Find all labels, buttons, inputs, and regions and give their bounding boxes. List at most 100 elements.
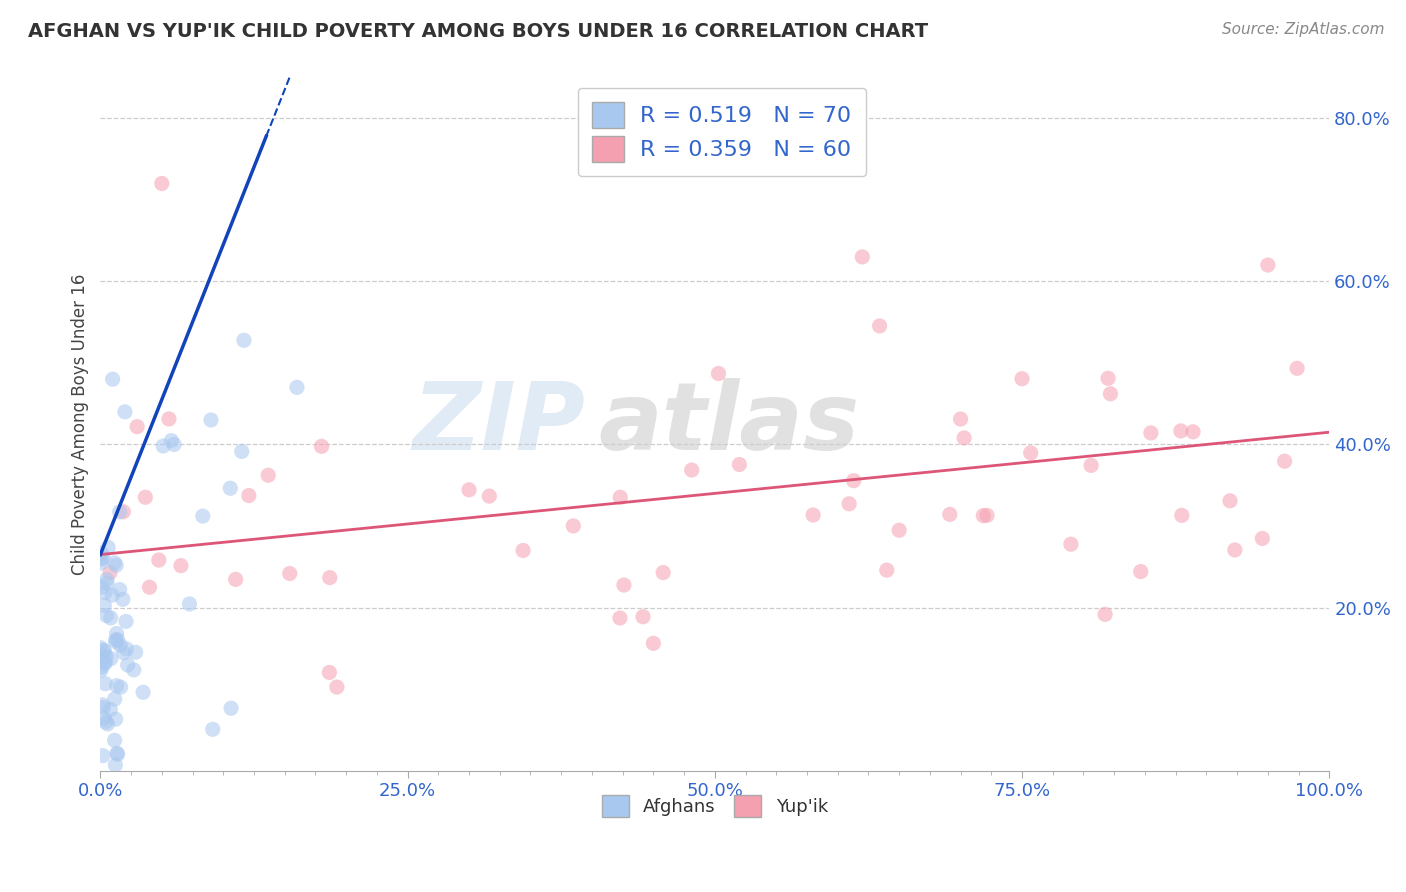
Point bbox=[1099, 386, 1122, 401]
Point bbox=[105, 558, 128, 573]
Point bbox=[1140, 425, 1163, 440]
Point bbox=[1170, 424, 1192, 438]
Point bbox=[613, 578, 636, 592]
Point bbox=[838, 497, 860, 511]
Text: ZIP: ZIP bbox=[413, 378, 586, 470]
Point bbox=[124, 645, 146, 659]
Point bbox=[238, 489, 260, 503]
Point bbox=[100, 651, 122, 665]
Text: AFGHAN VS YUP'IK CHILD POVERTY AMONG BOYS UNDER 16 CORRELATION CHART: AFGHAN VS YUP'IK CHILD POVERTY AMONG BOY… bbox=[28, 22, 928, 41]
Point bbox=[115, 615, 138, 629]
Point bbox=[231, 444, 253, 458]
Point bbox=[94, 676, 117, 690]
Point bbox=[96, 649, 118, 664]
Point bbox=[104, 556, 127, 570]
Point bbox=[90, 547, 112, 561]
Point bbox=[138, 580, 160, 594]
Point bbox=[110, 680, 132, 694]
Point bbox=[1129, 565, 1152, 579]
Point bbox=[801, 508, 824, 522]
Point bbox=[257, 468, 280, 483]
Point bbox=[278, 566, 301, 581]
Point bbox=[1171, 508, 1194, 523]
Point bbox=[93, 644, 115, 658]
Point bbox=[1094, 607, 1116, 622]
Point bbox=[91, 748, 114, 763]
Point bbox=[96, 576, 118, 591]
Point bbox=[112, 505, 135, 519]
Point bbox=[90, 556, 112, 570]
Point bbox=[89, 640, 111, 655]
Point bbox=[225, 573, 247, 587]
Point bbox=[478, 489, 501, 503]
Point bbox=[889, 523, 911, 537]
Point bbox=[200, 413, 222, 427]
Point bbox=[104, 733, 127, 747]
Point bbox=[681, 463, 703, 477]
Point bbox=[93, 643, 115, 657]
Point bbox=[652, 566, 675, 580]
Text: Source: ZipAtlas.com: Source: ZipAtlas.com bbox=[1222, 22, 1385, 37]
Point bbox=[114, 405, 136, 419]
Point bbox=[90, 664, 112, 678]
Point bbox=[972, 508, 994, 523]
Point bbox=[631, 609, 654, 624]
Point bbox=[201, 723, 224, 737]
Point bbox=[90, 660, 112, 674]
Point bbox=[1097, 371, 1119, 385]
Point bbox=[101, 588, 124, 602]
Point bbox=[1251, 532, 1274, 546]
Point bbox=[105, 679, 128, 693]
Point bbox=[512, 543, 534, 558]
Point bbox=[132, 685, 155, 699]
Point bbox=[97, 717, 120, 731]
Text: atlas: atlas bbox=[598, 378, 859, 470]
Point bbox=[91, 551, 114, 566]
Point bbox=[104, 758, 127, 772]
Point bbox=[1219, 493, 1241, 508]
Point bbox=[104, 632, 127, 647]
Point bbox=[93, 657, 115, 671]
Y-axis label: Child Poverty Among Boys Under 16: Child Poverty Among Boys Under 16 bbox=[72, 273, 89, 574]
Point bbox=[104, 634, 127, 648]
Point bbox=[96, 572, 118, 586]
Point bbox=[326, 680, 349, 694]
Point bbox=[94, 714, 117, 729]
Point bbox=[1060, 537, 1083, 551]
Point bbox=[97, 541, 120, 555]
Point bbox=[233, 333, 256, 347]
Point bbox=[219, 701, 242, 715]
Point bbox=[1011, 372, 1033, 386]
Point bbox=[170, 558, 193, 573]
Point bbox=[105, 626, 128, 640]
Point bbox=[319, 571, 342, 585]
Point bbox=[98, 702, 121, 716]
Point bbox=[1080, 458, 1102, 473]
Point bbox=[91, 698, 114, 712]
Point bbox=[163, 437, 186, 451]
Point bbox=[134, 490, 156, 504]
Point bbox=[93, 599, 115, 613]
Point bbox=[94, 585, 117, 599]
Point bbox=[93, 700, 115, 714]
Point bbox=[876, 563, 898, 577]
Point bbox=[976, 508, 998, 523]
Point bbox=[939, 508, 962, 522]
Point bbox=[101, 372, 124, 386]
Point bbox=[93, 711, 115, 725]
Legend: Afghans, Yup'ik: Afghans, Yup'ik bbox=[595, 788, 835, 824]
Point bbox=[842, 474, 865, 488]
Point bbox=[1257, 258, 1279, 272]
Point bbox=[1182, 425, 1205, 439]
Point bbox=[104, 712, 127, 726]
Point bbox=[643, 636, 665, 650]
Point bbox=[949, 412, 972, 426]
Point bbox=[609, 611, 631, 625]
Point bbox=[458, 483, 481, 497]
Point bbox=[111, 592, 134, 607]
Point bbox=[148, 553, 170, 567]
Point bbox=[953, 431, 976, 445]
Point bbox=[179, 597, 201, 611]
Point bbox=[108, 505, 131, 519]
Point bbox=[157, 412, 180, 426]
